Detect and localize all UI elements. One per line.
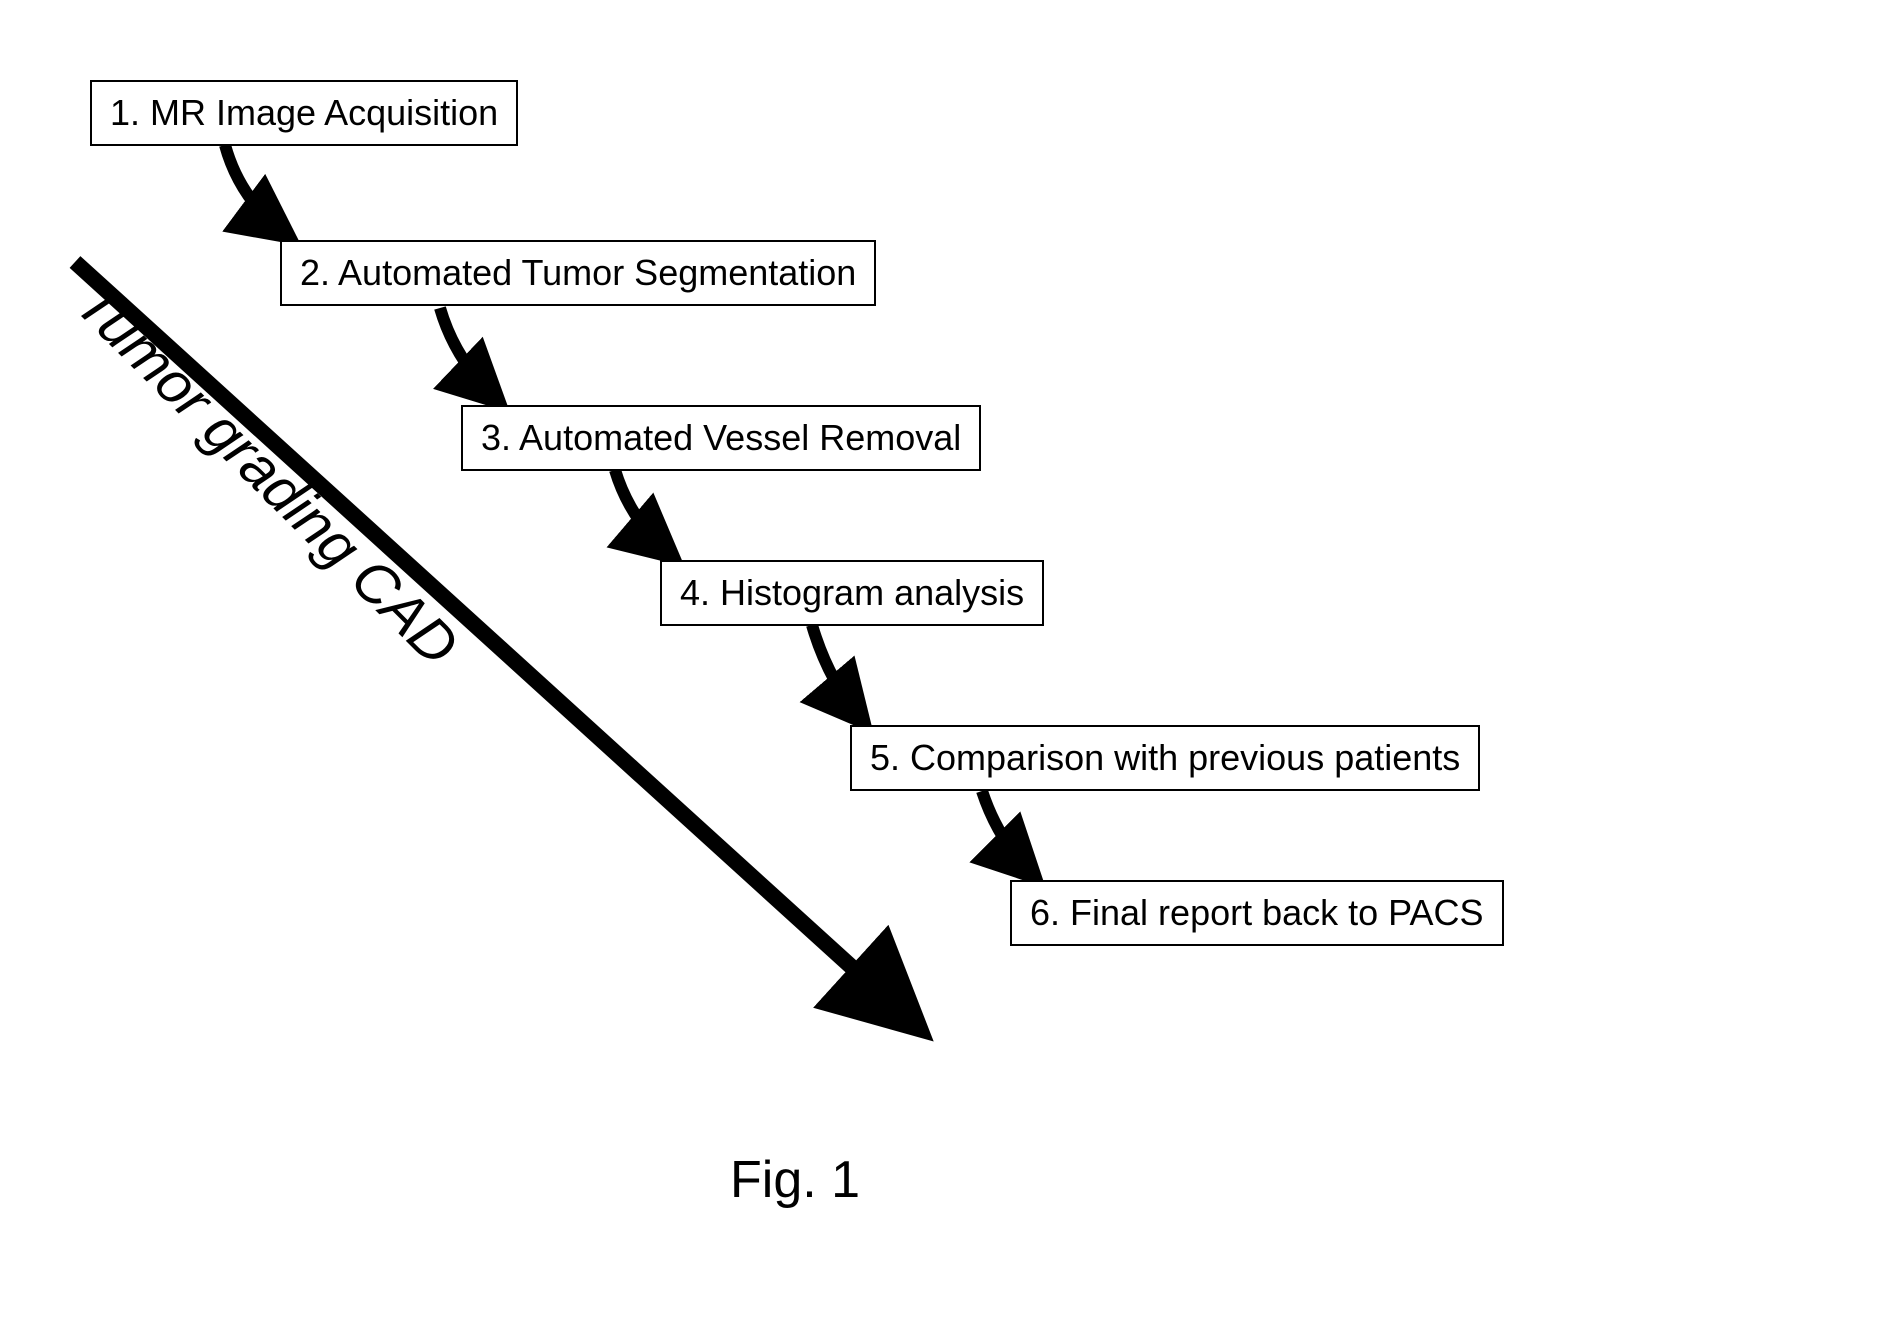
connector-arrow-1 (225, 145, 287, 235)
step-box-2: 2. Automated Tumor Segmentation (280, 240, 876, 306)
step-label: 1. MR Image Acquisition (110, 92, 498, 133)
step-label: 4. Histogram analysis (680, 572, 1024, 613)
flowchart-diagram: 1. MR Image Acquisition 2. Automated Tumo… (0, 0, 1891, 1343)
figure-caption: Fig. 1 (730, 1150, 860, 1210)
diagonal-label: Tumor grading CAD (63, 270, 472, 679)
step-label: 6. Final report back to PACS (1030, 892, 1484, 933)
arrow-layer (0, 0, 1891, 1343)
step-box-5: 5. Comparison with previous patients (850, 725, 1480, 791)
connector-arrow-5 (982, 791, 1033, 875)
connector-arrow-3 (615, 470, 671, 555)
step-box-1: 1. MR Image Acquisition (90, 80, 518, 146)
step-box-6: 6. Final report back to PACS (1010, 880, 1504, 946)
step-label: 5. Comparison with previous patients (870, 737, 1460, 778)
connector-arrow-2 (440, 308, 497, 400)
connector-arrow-4 (812, 625, 862, 720)
diagonal-label-text: Tumor grading CAD (63, 271, 471, 679)
step-box-3: 3. Automated Vessel Removal (461, 405, 981, 471)
figure-caption-text: Fig. 1 (730, 1151, 860, 1209)
step-box-4: 4. Histogram analysis (660, 560, 1044, 626)
step-label: 3. Automated Vessel Removal (481, 417, 961, 458)
step-label: 2. Automated Tumor Segmentation (300, 252, 856, 293)
